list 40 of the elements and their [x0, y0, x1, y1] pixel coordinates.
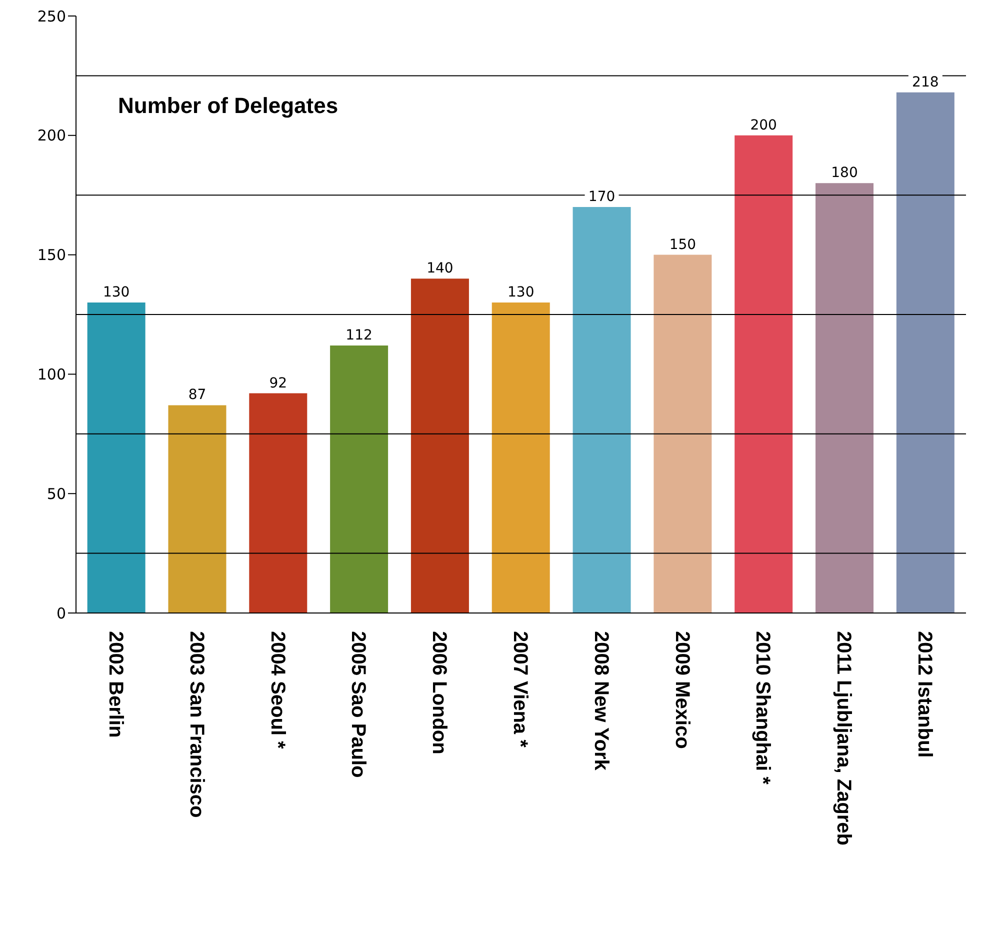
- y-tick-label: 50: [46, 484, 66, 503]
- y-tick-label: 250: [37, 7, 66, 26]
- y-tick-label: 0: [56, 604, 66, 622]
- data-label: 92: [269, 375, 288, 392]
- data-label: 150: [669, 236, 696, 253]
- bar: [654, 254, 712, 613]
- data-label: 130: [508, 284, 534, 301]
- data-label: 200: [750, 117, 777, 134]
- x-tick-label: 2007 Viena *: [509, 631, 531, 748]
- bar: [330, 346, 388, 613]
- x-tick-label: 2003 San Francisco: [185, 631, 208, 818]
- text: Number of Delegates: [118, 93, 338, 118]
- data-label: 87: [188, 387, 206, 404]
- bar: [249, 393, 308, 613]
- data-label: 180: [831, 165, 858, 182]
- bar: [816, 183, 874, 613]
- x-tick-label: 2012 Istanbul: [914, 631, 936, 758]
- y-tick-label: 200: [37, 126, 66, 145]
- bar: [572, 207, 631, 613]
- data-label: 112: [346, 328, 372, 344]
- y-tick-label: 150: [37, 246, 66, 264]
- data-label: 130: [102, 284, 130, 301]
- bar: [410, 278, 469, 613]
- x-tick-label: 2008 New York: [590, 631, 612, 772]
- x-tick-label: 2005 Sao Paulo: [347, 631, 370, 778]
- bar: [87, 302, 146, 613]
- x-tick-label: 2006 London: [428, 631, 450, 754]
- x-tick-label: 2002 Berlin: [104, 631, 126, 738]
- bar: [492, 302, 550, 613]
- x-tick-label: 2011 Ljubljana, Zagreb: [832, 631, 855, 846]
- x-tick-label: 2010 Shanghai *: [752, 631, 774, 785]
- bar: [168, 405, 226, 613]
- data-label: 140: [426, 260, 454, 277]
- bar: [896, 92, 954, 613]
- data-label: 170: [588, 189, 616, 206]
- data-label: 218: [912, 74, 939, 90]
- y-tick-label: 100: [37, 366, 66, 384]
- x-tick-label: 2009 Mexico: [670, 631, 693, 749]
- x-tick-label: 2004 Seoul *: [266, 631, 288, 750]
- bar: [734, 135, 793, 613]
